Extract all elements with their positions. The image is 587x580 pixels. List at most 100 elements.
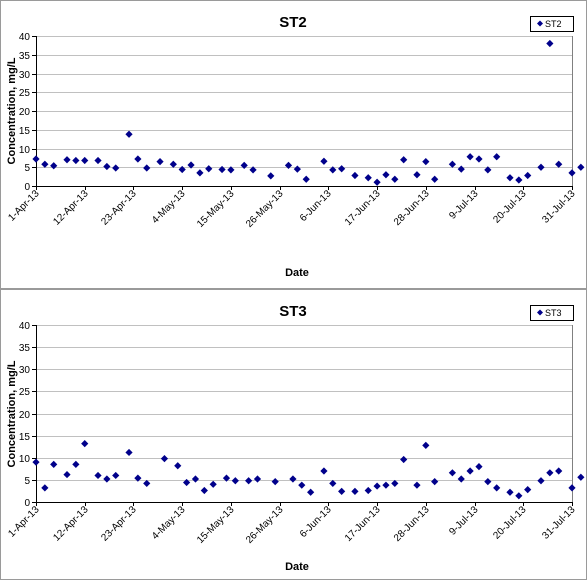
legend-marker [537,309,543,316]
data-point [515,176,523,184]
y-tick-label: 40 [19,321,31,332]
data-point [32,155,40,163]
y-tick-labels: 0 5 10 15 20 25 30 35 40 [19,321,31,509]
y-tick-label: 25 [19,387,31,398]
data-point [240,161,248,169]
data-point [178,165,186,174]
y-tick-label: 10 [19,145,31,156]
chart-title: ST3 [279,303,307,320]
gridlines [36,325,572,481]
data-point [524,171,532,180]
data-point [382,171,390,179]
data-point [351,487,359,495]
data-point [448,160,456,168]
data-point [41,160,49,168]
data-point [351,171,359,180]
y-tick-label: 30 [19,70,31,81]
data-point [364,486,372,495]
y-tick-label: 40 [19,32,31,43]
data-point [72,156,80,165]
data-point [431,175,439,183]
legend: ST3 [530,305,574,321]
data-point [156,158,164,166]
y-tick-label: 15 [19,432,31,443]
y-tick-label: 20 [19,410,31,421]
legend-marker [537,20,543,27]
x-axis-label: Date [285,267,309,279]
data-point [373,178,381,186]
data-point [422,158,430,166]
data-point [72,460,80,468]
data-point [143,164,151,172]
data-point [364,174,372,182]
data-point [298,481,306,489]
data-point [537,477,545,485]
data-point [200,486,208,495]
data-point [524,486,532,494]
y-tick-label: 15 [19,126,31,137]
data-point [103,162,111,171]
data-point [32,458,40,466]
data-point [320,157,328,165]
legend-label: ST3 [545,308,562,318]
data-point [209,480,217,488]
data-point [577,163,585,171]
y-tick-label: 5 [24,163,30,174]
y-axis-label: Concentration, mg/L [6,57,18,164]
data-point [227,166,235,174]
y-tick-label: 35 [19,343,31,354]
data-point [205,165,213,173]
data-point [289,475,297,483]
data-point [50,460,58,468]
data-point [249,166,257,174]
legend-box [530,305,574,321]
gridlines [36,36,572,168]
legend-label: ST2 [545,19,562,29]
y-tick-label: 25 [19,88,31,99]
data-point [537,163,545,171]
data-point [94,471,102,480]
y-tick-label: 20 [19,107,31,118]
data-point [506,174,514,182]
data-point [475,155,483,163]
data-point [338,165,346,173]
y-tick-label: 5 [24,476,30,487]
data-point [169,160,177,168]
data-point [413,481,421,489]
data-point [329,166,337,174]
data-point [253,475,262,483]
data-point [466,153,474,161]
data-point [63,470,71,479]
data-point [112,471,120,480]
data-point [555,160,563,168]
data-point [400,156,408,164]
data-point [125,448,133,457]
data-point [245,477,253,485]
data-point [218,165,226,174]
data-points [32,39,585,186]
data-point [373,482,381,490]
data-point [112,164,120,172]
data-point [413,171,421,179]
y-tick-labels: 0 5 10 15 20 25 30 35 40 [19,32,31,193]
y-tick-label: 35 [19,51,31,62]
data-point [493,153,501,161]
data-point [134,155,142,163]
data-point [94,156,102,165]
y-tick-label: 30 [19,365,31,376]
data-point [196,169,204,177]
data-point [293,165,301,173]
data-point [457,475,465,483]
data-point [302,175,310,183]
y-tick-label: 0 [24,498,30,509]
axes [32,325,573,506]
data-point [457,165,465,173]
data-point [391,175,399,183]
data-point [506,488,514,496]
data-point [284,161,293,169]
data-point [448,469,456,477]
data-point [484,166,492,174]
data-point [338,487,346,495]
y-tick-label: 10 [19,454,31,465]
